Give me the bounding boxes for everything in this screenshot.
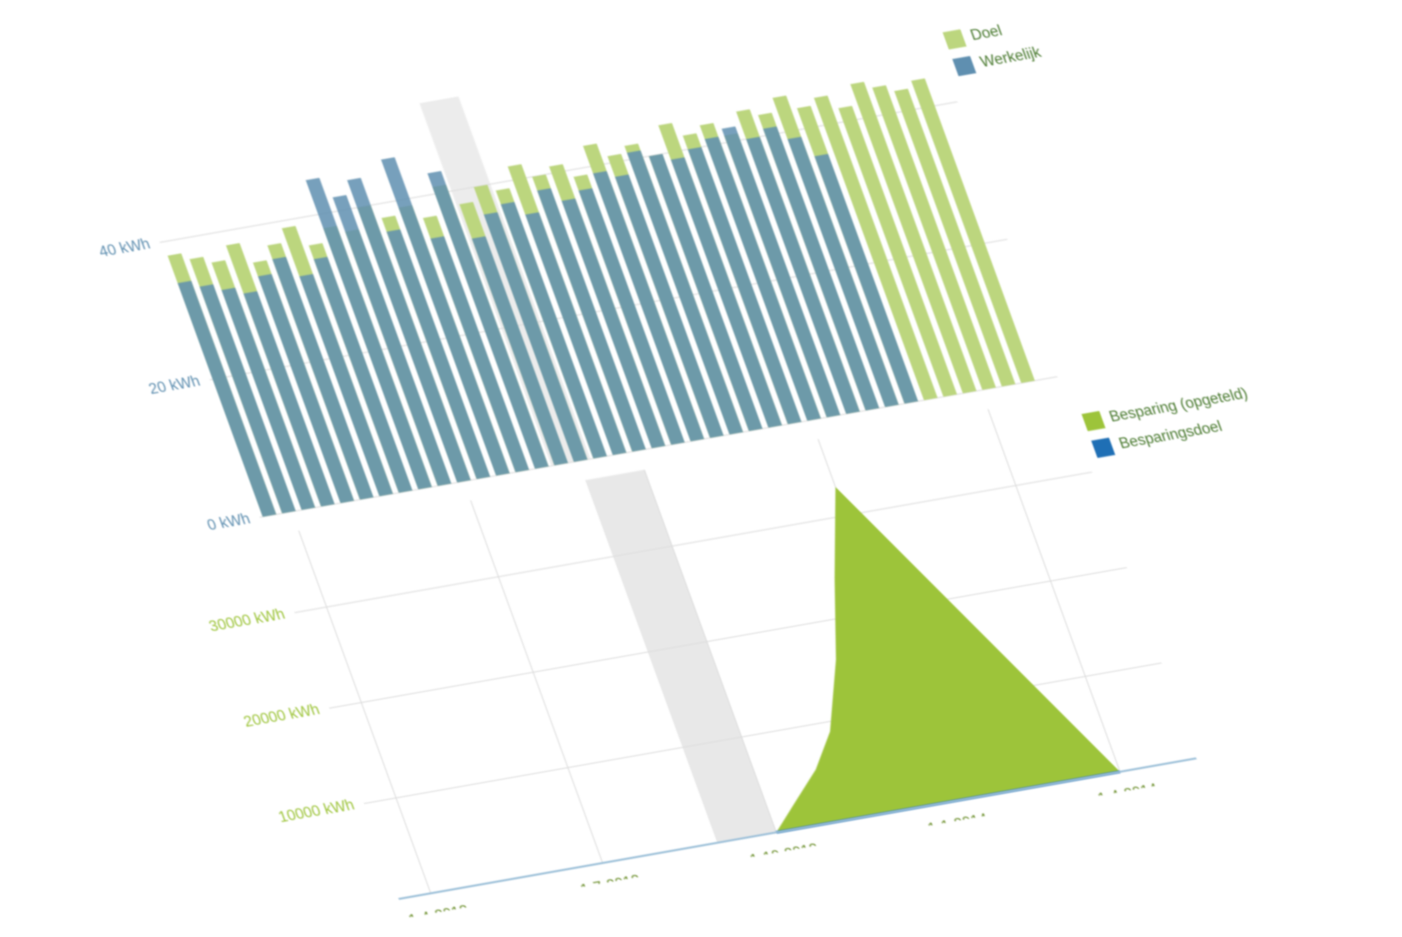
legend-swatch [942,29,967,50]
x-tick-label: 1-10-2013 [748,841,821,869]
bar [243,291,335,507]
bar [721,126,841,418]
bar [199,284,296,514]
bar [894,88,1016,387]
bar [578,188,685,445]
bar [850,81,977,394]
bar [430,236,530,473]
bar [483,212,588,462]
y-tick-label: 10000 kWh [276,797,357,826]
chart-savings: 10000 kWh 20000 kWh 30000 kWh 1-4-2013 1-7-2… [207,385,1250,929]
bar [687,147,802,425]
bar [381,157,510,476]
grid-line [294,521,432,894]
grid-line [329,567,1128,709]
grid-line [294,471,1093,614]
bar [593,171,705,442]
bar [670,157,782,428]
legend-label: Besparing (opgeteld) [1107,385,1250,425]
legend-label: Doel [968,23,1004,44]
bar [787,136,899,408]
bar [299,273,393,497]
y-tick-label: 30000 kWh [207,606,288,635]
y-tick-label: 20 kWh [147,373,203,398]
bar [347,177,471,483]
bar [872,85,996,390]
bar [305,177,432,490]
bar [626,150,744,435]
bar [763,126,880,411]
grid-line [984,399,1121,772]
bar [746,136,860,414]
x-axis [398,757,1197,900]
bar [471,236,569,466]
legend-swatch [1081,410,1106,432]
legend-swatch [1091,437,1116,458]
bar [221,287,316,510]
bar [561,198,666,449]
bar [427,170,549,469]
bar [814,153,919,404]
y-tick-label: 20000 kWh [242,701,323,730]
x-tick-label: 1-1-2014 [926,811,991,838]
bar [813,95,938,401]
legend-swatch [952,55,977,77]
charts: 0 kWh 20 kWh 40 kWh Doel Werkelijk 10000 kWh… [19,0,1380,937]
legend-label: Werkelijk [978,44,1044,71]
bar [648,153,763,432]
bar [911,78,1035,384]
bar [257,273,355,504]
bar [614,174,724,438]
x-tick-label: 1-4-2014 [1096,781,1161,808]
bar [525,212,627,456]
bar [500,201,607,459]
bar [272,256,374,500]
bar [386,229,491,480]
area [776,486,1121,833]
grid-line [466,490,604,864]
x-tick-label: 1-4-2013 [406,902,471,929]
bar [177,280,277,517]
bar [313,256,413,493]
legend-label: Besparingsdoel [1117,418,1225,452]
band [581,460,777,843]
bar [332,194,452,486]
grid-line [640,460,777,833]
y-tick-label: 0 kWh [205,511,253,534]
bar [537,188,646,452]
y-tick-label: 40 kWh [97,236,153,261]
x-tick-label: 1-7-2013 [578,872,643,899]
bar [838,105,958,397]
bar [704,136,821,421]
